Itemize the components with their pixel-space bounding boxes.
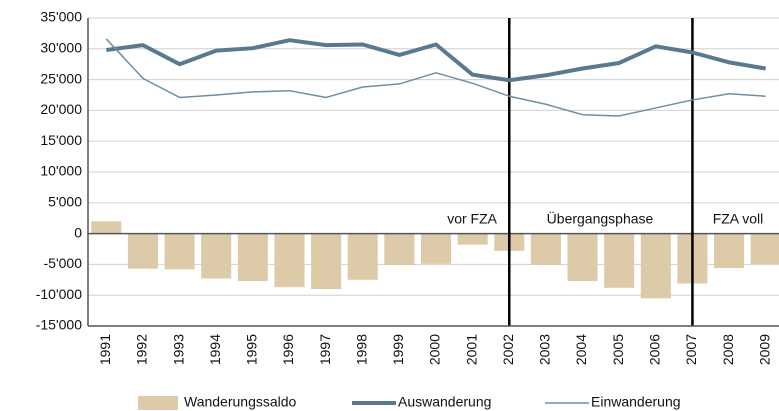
bars	[91, 221, 779, 299]
y-tick-label: 5'000	[48, 194, 82, 210]
line	[106, 38, 767, 83]
y-tick-label: -10'000	[36, 286, 82, 302]
bar	[567, 233, 598, 282]
bar	[530, 233, 561, 266]
y-tick-label: 15'000	[40, 132, 82, 148]
bar	[714, 233, 745, 269]
y-tick-label: -5'000	[44, 255, 83, 271]
x-tick-label: 2004	[573, 334, 589, 365]
x-tick-label: 2003	[537, 334, 553, 365]
annotation: vor FZA	[447, 211, 497, 227]
line	[105, 38, 766, 117]
bar	[311, 233, 342, 290]
annotation: FZA voll	[713, 211, 764, 227]
bar	[640, 233, 671, 299]
x-tick-label: 2002	[500, 334, 516, 365]
x-tick-label: 1994	[207, 334, 223, 365]
x-tick-label: 2008	[720, 334, 736, 365]
x-tick-label: 1999	[390, 334, 406, 365]
annotation: Übergangsphase	[547, 210, 654, 227]
bar	[164, 233, 195, 270]
x-tick-label: 1996	[280, 334, 296, 365]
y-tick-label: 25'000	[40, 70, 82, 86]
bar	[750, 233, 779, 265]
bar	[384, 233, 415, 266]
bar	[457, 233, 488, 245]
bar	[237, 233, 268, 282]
bar	[274, 233, 305, 288]
bar	[201, 233, 232, 279]
legend-swatch	[138, 396, 178, 410]
legend-label: Wanderungssaldo	[184, 394, 297, 410]
bar	[127, 233, 158, 269]
x-tick-label: 1995	[244, 334, 260, 365]
x-tick-label: 1991	[97, 334, 113, 365]
bar	[347, 233, 378, 280]
bar	[91, 221, 122, 234]
x-tick-label: 1998	[353, 334, 369, 365]
x-tick-label: 1992	[134, 334, 150, 365]
x-tick-label: 2005	[610, 334, 626, 365]
y-tick-label: 35'000	[40, 9, 82, 25]
x-tick-label: 1997	[317, 334, 333, 365]
y-tick-label: 10'000	[40, 163, 82, 179]
x-tick-label: 2009	[756, 334, 772, 365]
y-tick-label: 20'000	[40, 101, 82, 117]
legend-label: Einwanderung	[591, 394, 681, 410]
x-tick-label: 2000	[427, 334, 443, 365]
x-tick-label: 1993	[170, 334, 186, 365]
bar	[420, 233, 452, 264]
y-tick-label: 30'000	[40, 40, 82, 56]
x-tick-label: 2007	[683, 334, 699, 365]
bar	[604, 233, 635, 288]
y-tick-label: 0	[74, 224, 82, 240]
y-tick-label: -15'000	[36, 317, 82, 333]
legend-label: Auswanderung	[398, 394, 491, 410]
x-tick-label: 2006	[646, 334, 662, 365]
x-tick-label: 2001	[463, 334, 479, 365]
